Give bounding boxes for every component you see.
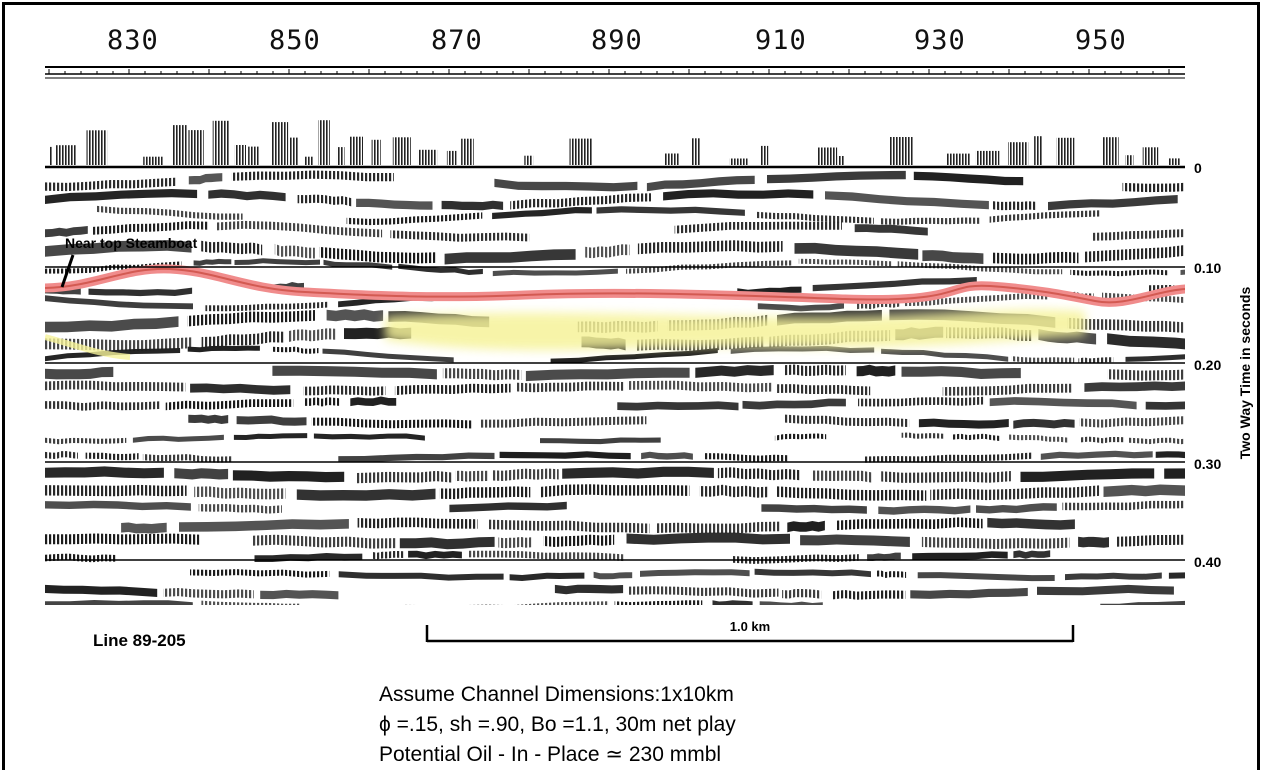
scale-bar: 1.0 km: [425, 619, 1075, 643]
cdp-labels: 830 850 870 890 910 930 950: [107, 25, 1127, 56]
near-surface-noise: [49, 120, 1181, 165]
cdp-label: 870: [431, 25, 483, 56]
notes-line-2: ϕ =.15, sh =.90, Bo =1.1, 30m net play: [379, 713, 736, 736]
cdp-label: 910: [755, 25, 807, 56]
time-tick-label: 0.30: [1194, 456, 1221, 472]
notes-line-1: Assume Channel Dimensions:1x10km: [379, 683, 734, 706]
channel-highlight: [385, 309, 1085, 351]
cdp-label: 930: [914, 25, 966, 56]
channel-edge-highlight: [45, 334, 131, 360]
cdp-label: 950: [1075, 25, 1127, 56]
time-tick-label: 0.20: [1194, 357, 1221, 373]
horizon-pointer: [60, 254, 75, 288]
cdp-label: 850: [269, 25, 321, 56]
seismic-section: [45, 120, 1185, 605]
time-axis-title: Two Way Time in seconds: [1237, 287, 1253, 460]
line-label: Line 89-205: [93, 631, 186, 650]
horizon-label: Near top Steamboat: [65, 235, 198, 251]
time-axis: 0 0.10 0.20 0.30 0.40 Two Way Time in se…: [1194, 160, 1253, 570]
seismic-figure: 830 850 870 890 910 930 950: [45, 25, 1253, 766]
scale-bar-label: 1.0 km: [730, 619, 770, 634]
cdp-label: 830: [107, 25, 159, 56]
time-tick-label: 0.10: [1194, 260, 1221, 276]
seismic-reflectors: [45, 170, 1185, 605]
notes-line-3: Potential Oil - In - Place ≃ 230 mmbl: [379, 743, 721, 766]
time-tick-label: 0.40: [1194, 554, 1221, 570]
cdp-label: 890: [591, 25, 643, 56]
estimate-notes: Assume Channel Dimensions:1x10km ϕ =.15,…: [379, 683, 736, 766]
time-tick-label: 0: [1194, 160, 1202, 176]
cdp-ruler: [45, 66, 1185, 79]
